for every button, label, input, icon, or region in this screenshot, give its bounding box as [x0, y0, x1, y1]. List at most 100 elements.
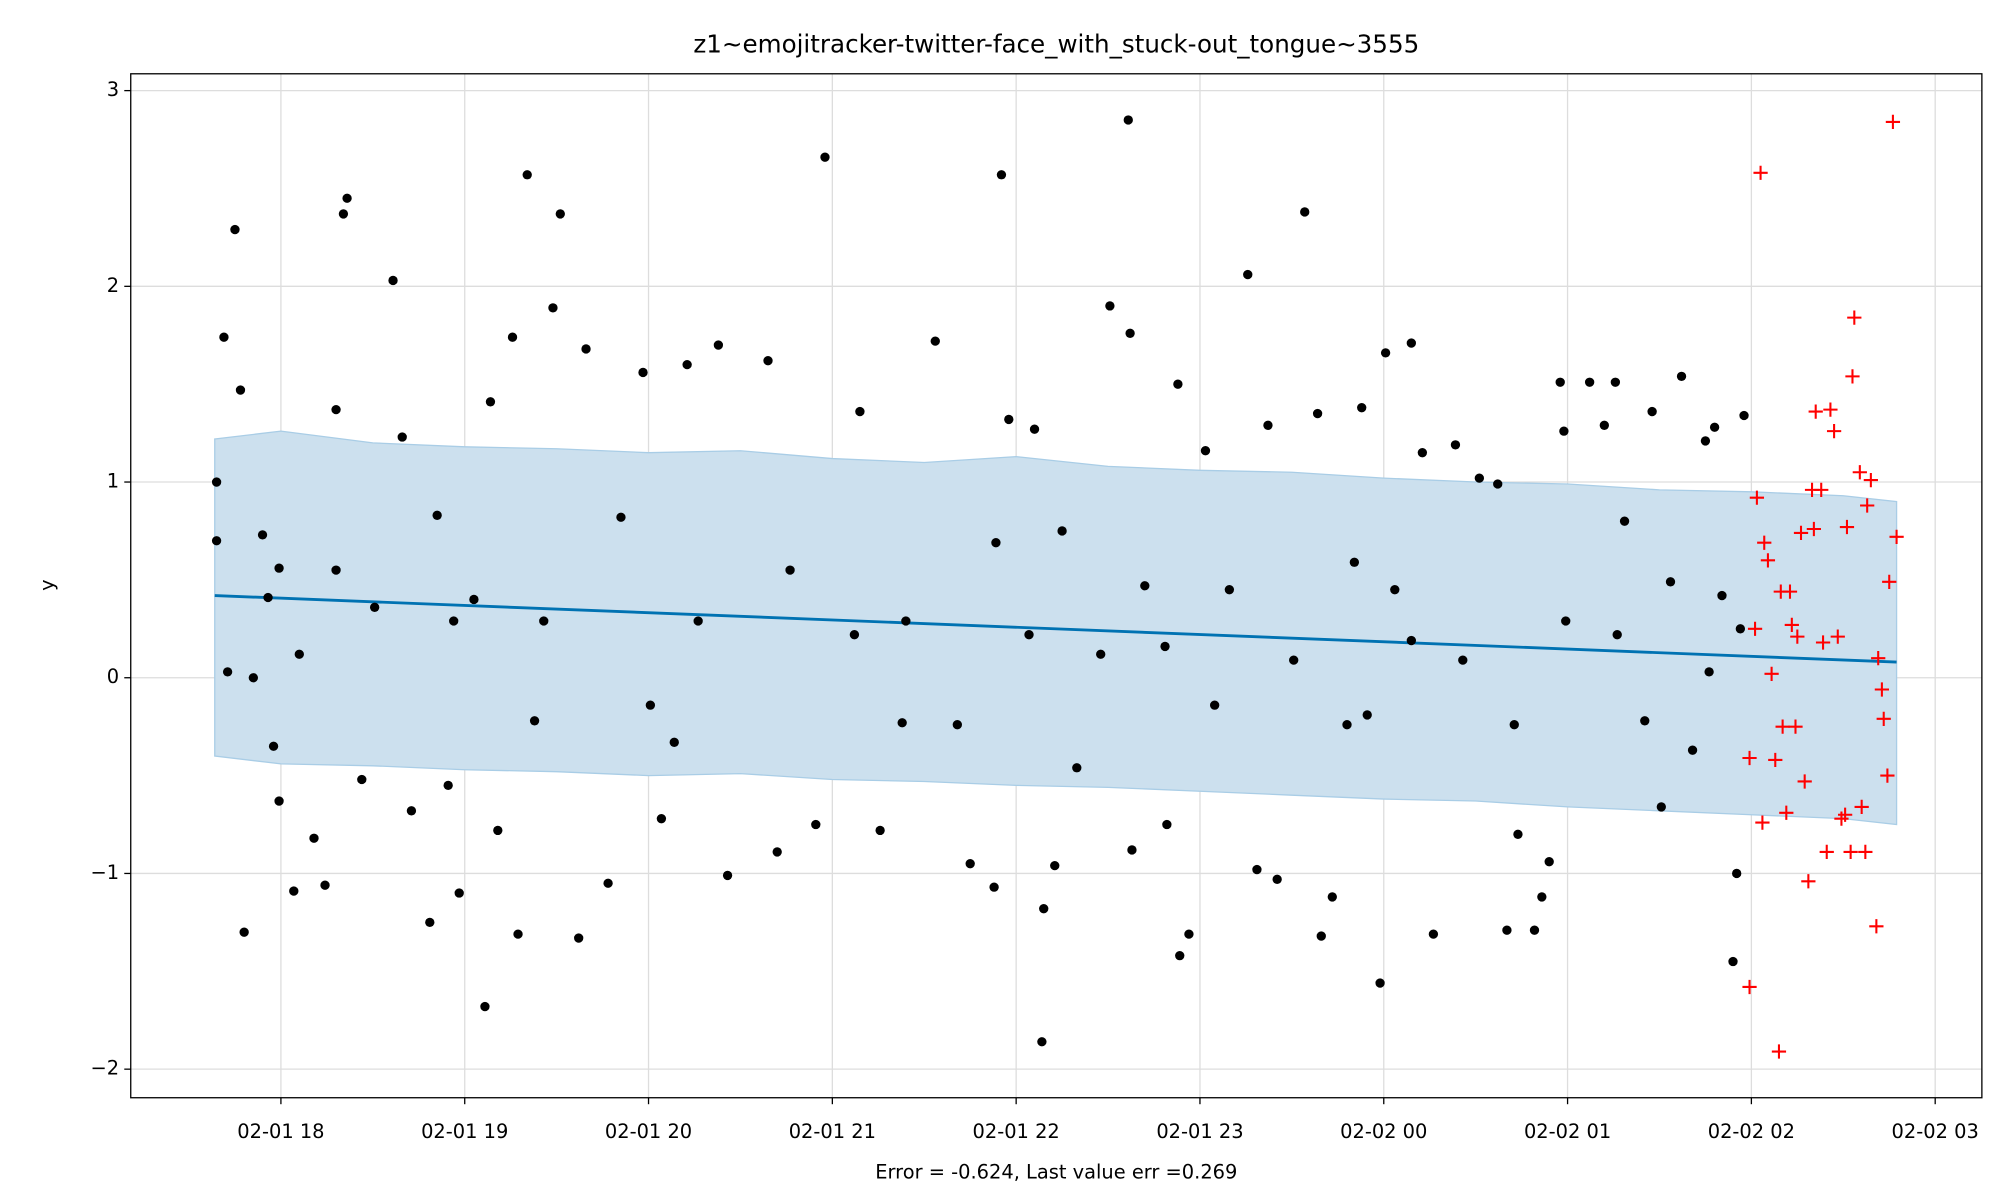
outlier-marker: [1839, 519, 1855, 535]
data-point: [1380, 348, 1391, 358]
outlier-marker: [1871, 651, 1886, 666]
data-point: [357, 774, 367, 785]
data-point: [581, 344, 591, 354]
data-point: [235, 385, 246, 395]
data-point: [289, 886, 299, 896]
data-point: [1406, 635, 1416, 646]
data-point: [693, 616, 703, 626]
data-point: [1390, 585, 1400, 595]
axes-frame: [130, 73, 1983, 1099]
outlier-marker: [1755, 815, 1770, 830]
data-point: [1474, 473, 1485, 483]
outlier-marker: [1885, 114, 1901, 130]
data-point: [268, 741, 279, 751]
data-point: [1029, 424, 1040, 434]
data-point: [443, 780, 453, 791]
outlier-marker: [1860, 498, 1875, 513]
data-point: [257, 530, 268, 540]
outlier-marker: [1823, 402, 1838, 417]
data-point: [1050, 860, 1060, 871]
outlier-marker: [1854, 799, 1869, 815]
data-point: [1493, 479, 1503, 489]
data-point: [855, 406, 865, 417]
outlier-marker: [1806, 521, 1821, 537]
data-point: [811, 819, 821, 830]
data-point: [616, 512, 626, 522]
data-point: [1544, 857, 1554, 867]
outlier-marker: [1775, 719, 1790, 734]
data-point: [656, 813, 667, 824]
x-tick-label: 02-02 02: [1708, 1120, 1795, 1143]
x-axis-label: Error = -0.624, Last value err =0.269: [875, 1160, 1237, 1183]
data-point: [1700, 436, 1711, 446]
outlier-marker: [1742, 750, 1757, 766]
x-tick-label: 02-01 19: [421, 1120, 508, 1143]
data-point: [1175, 950, 1185, 961]
outlier-marker: [1771, 1044, 1787, 1059]
data-point: [1676, 371, 1687, 382]
data-point: [1417, 448, 1428, 458]
data-point: [1619, 516, 1630, 526]
data-point: [1739, 410, 1749, 421]
outlier-marker: [1764, 666, 1779, 681]
data-point: [493, 825, 503, 836]
data-point: [989, 882, 999, 892]
data-point: [1561, 616, 1571, 626]
data-point: [1357, 403, 1367, 413]
outlier-marker: [1880, 768, 1895, 783]
outlier-marker: [1826, 424, 1842, 439]
data-point: [480, 1001, 490, 1012]
data-point: [1640, 716, 1650, 726]
data-point: [645, 700, 656, 710]
data-point: [1342, 720, 1352, 730]
y-tick-label: −2: [90, 1057, 119, 1080]
data-point: [529, 716, 540, 726]
outlier-marker: [1876, 711, 1891, 726]
data-point: [1599, 420, 1609, 430]
data-point: [574, 933, 584, 943]
outlier-marker: [1757, 535, 1772, 550]
data-point: [1224, 585, 1235, 595]
outlier-marker: [1847, 310, 1862, 325]
outlier-marker: [1784, 617, 1799, 633]
y-tick-label: 1: [107, 470, 119, 493]
data-point: [1263, 420, 1273, 430]
data-point: [406, 806, 417, 816]
data-point: [1162, 819, 1172, 830]
data-point: [1704, 667, 1714, 677]
data-point: [331, 565, 341, 575]
data-point: [342, 193, 352, 203]
data-point: [1665, 577, 1676, 587]
x-tick-label: 02-02 00: [1340, 1120, 1427, 1143]
y-tick-label: −1: [90, 861, 119, 884]
data-point: [1529, 925, 1540, 935]
data-point: [388, 275, 398, 286]
data-point: [1057, 526, 1067, 536]
data-point: [469, 594, 479, 605]
data-point: [1125, 328, 1135, 338]
data-point: [901, 616, 911, 626]
x-tick-label: 02-01 20: [605, 1120, 692, 1143]
outlier-marker: [1882, 574, 1897, 589]
data-point: [1210, 700, 1220, 710]
outlier-marker: [1747, 621, 1763, 636]
outlier-marker: [1852, 465, 1867, 480]
data-point: [539, 616, 549, 626]
data-point: [274, 796, 284, 806]
plot-area: [130, 73, 1982, 1098]
outlier-marker: [1793, 525, 1809, 541]
data-point: [1450, 440, 1461, 450]
data-point: [1184, 929, 1194, 939]
outlier-marker: [1808, 404, 1823, 419]
data-point: [454, 888, 464, 898]
data-point: [263, 592, 273, 603]
data-point: [1584, 377, 1595, 387]
data-point: [219, 332, 229, 342]
data-point: [1096, 649, 1106, 659]
outlier-marker: [1889, 529, 1904, 544]
data-point: [1105, 301, 1115, 311]
data-point: [230, 224, 240, 235]
outlier-marker: [1869, 919, 1884, 934]
data-point: [763, 356, 773, 366]
